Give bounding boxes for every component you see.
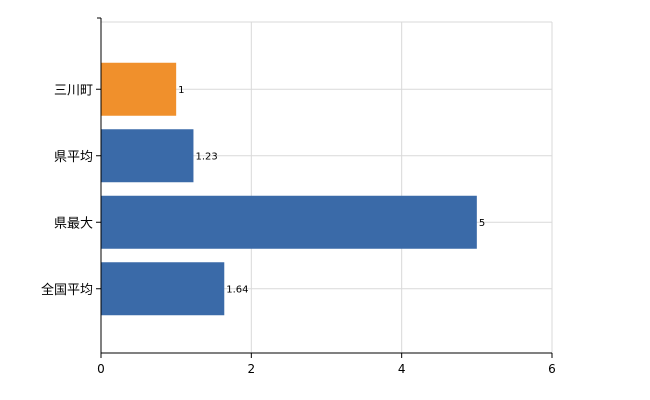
bars [101, 62, 477, 316]
category-label: 全国平均 [41, 282, 93, 298]
data-label: 1 [178, 85, 184, 96]
x-tick-label: 6 [548, 362, 556, 376]
category-label: 県最大 [54, 216, 93, 231]
category-label: 三川町 [54, 83, 93, 98]
bar [101, 195, 477, 249]
category-label: 県平均 [54, 150, 93, 165]
x-tick-label: 2 [248, 362, 256, 376]
data-label: 1.64 [226, 284, 248, 295]
bar [101, 262, 225, 316]
x-tick-label: 4 [398, 362, 406, 376]
axes [96, 17, 553, 358]
bar [101, 129, 194, 183]
data-label: 5 [479, 218, 485, 229]
bar [101, 62, 177, 116]
data-label: 1.23 [195, 151, 217, 162]
x-tick-label: 0 [97, 362, 105, 376]
